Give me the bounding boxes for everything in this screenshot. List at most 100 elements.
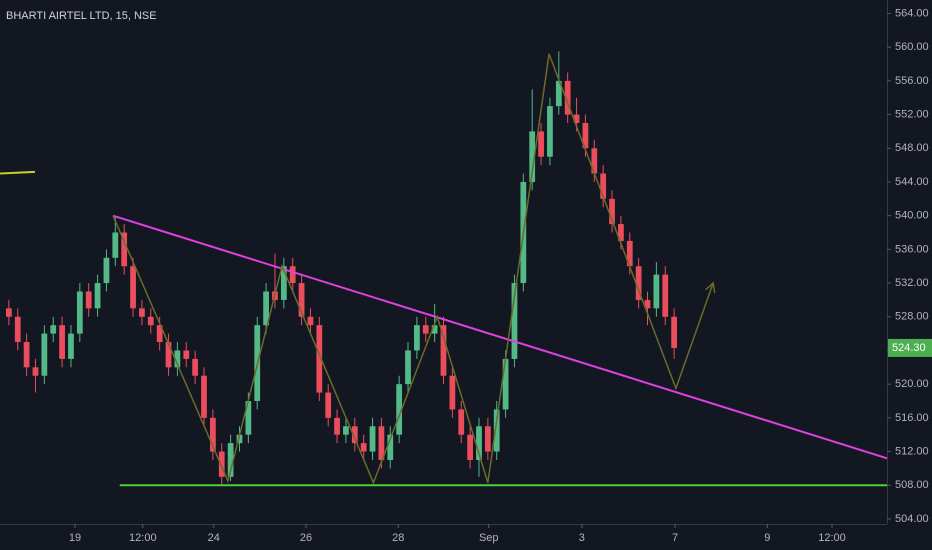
candle-body xyxy=(59,325,65,359)
y-tick-label: 536.00 xyxy=(895,243,929,255)
candle-body xyxy=(5,308,12,317)
candle-body xyxy=(174,350,181,368)
candle-body xyxy=(183,350,190,359)
candle-body xyxy=(653,274,660,309)
candle-body xyxy=(662,274,669,317)
candle-body xyxy=(307,316,314,326)
x-tick-label: 9 xyxy=(764,532,770,544)
y-tick-label: 520.00 xyxy=(895,378,929,390)
y-tick-label: 504.00 xyxy=(895,513,929,525)
candle-body xyxy=(41,333,48,376)
candle-body xyxy=(94,283,101,309)
arrow-head xyxy=(705,281,716,294)
candle-body xyxy=(201,375,207,418)
candle-body xyxy=(298,283,305,317)
candle-body xyxy=(23,342,30,368)
candle-body xyxy=(130,266,136,309)
candle-body xyxy=(85,291,92,309)
x-tick-label: 12:00 xyxy=(129,532,157,544)
candle-body xyxy=(209,417,216,452)
candle-body xyxy=(467,434,473,460)
candle-body xyxy=(396,384,403,435)
x-tick-label: Sep xyxy=(479,532,499,544)
candle-body xyxy=(564,80,571,115)
y-tick-label: 516.00 xyxy=(895,412,929,424)
candle-body xyxy=(555,80,562,107)
y-tick-label: 560.00 xyxy=(895,41,929,53)
candle-body xyxy=(112,232,119,258)
y-tick-label: 552.00 xyxy=(895,108,929,120)
candle-body xyxy=(76,291,83,334)
candle-body xyxy=(263,291,269,326)
x-tick-label: 12:00 xyxy=(818,532,846,544)
candle-body xyxy=(529,131,536,182)
candle-body xyxy=(14,316,21,343)
candle-body xyxy=(476,426,482,460)
candle-body xyxy=(414,325,420,351)
candle-body xyxy=(147,316,154,326)
candle-body xyxy=(32,367,39,376)
candle-body xyxy=(440,325,447,376)
drawing-line xyxy=(112,214,888,460)
candle-body xyxy=(236,434,243,444)
x-tick-label: 3 xyxy=(579,532,585,544)
drawing-line xyxy=(0,170,36,175)
candle-body xyxy=(227,443,234,477)
drawing-line xyxy=(112,53,714,485)
candle-body xyxy=(484,426,491,452)
candle-body xyxy=(493,409,500,452)
candle-body xyxy=(405,350,411,385)
last-price-label: 524.30 xyxy=(892,342,926,354)
y-tick-label: 528.00 xyxy=(895,311,929,323)
candle-body xyxy=(165,342,172,368)
candle-body xyxy=(218,451,225,477)
candle-body xyxy=(502,358,509,410)
candle-body xyxy=(671,316,678,348)
candle-body xyxy=(609,198,615,225)
candle-body xyxy=(139,308,145,317)
candle-body xyxy=(618,224,624,241)
candle-body xyxy=(547,106,553,157)
candle-body xyxy=(334,417,340,435)
candle-body xyxy=(573,114,580,123)
y-tick-label: 540.00 xyxy=(895,210,929,222)
y-tick-label: 532.00 xyxy=(895,277,929,289)
candle-body xyxy=(192,358,199,376)
candle-body xyxy=(68,333,74,359)
candle-body xyxy=(325,392,332,418)
candle-body xyxy=(511,283,518,359)
y-tick-label: 508.00 xyxy=(895,479,929,491)
candle-body xyxy=(582,122,589,149)
candle-body xyxy=(538,131,544,157)
candle-body xyxy=(360,443,367,452)
candle-body xyxy=(449,375,456,410)
chart-title: BHARTI AIRTEL LTD, 15, NSE xyxy=(6,10,157,22)
y-tick-label: 556.00 xyxy=(895,75,929,87)
candle-body xyxy=(156,325,163,343)
candle-body xyxy=(378,426,385,460)
last-price-box xyxy=(888,338,932,357)
candle-body xyxy=(245,401,252,435)
candle-body xyxy=(280,266,287,300)
y-tick-label: 564.00 xyxy=(895,7,929,19)
candle-body xyxy=(387,434,394,460)
candle-body xyxy=(458,409,465,435)
y-tick-label: 512.00 xyxy=(895,445,929,457)
x-tick-label: 19 xyxy=(69,532,81,544)
candle-body xyxy=(626,240,633,267)
candle-body xyxy=(121,232,128,267)
candle-body xyxy=(351,426,358,444)
candle-body xyxy=(289,266,296,284)
candle-body xyxy=(316,325,323,393)
candle-body xyxy=(343,426,349,435)
candle-body xyxy=(635,266,642,300)
candle-body xyxy=(600,173,607,199)
candle-body xyxy=(644,299,651,309)
candle-body xyxy=(591,148,598,174)
candle-body xyxy=(103,257,110,284)
x-tick-label: 7 xyxy=(672,532,678,544)
y-tick-label: 544.00 xyxy=(895,176,929,188)
x-tick-label: 26 xyxy=(300,532,312,544)
